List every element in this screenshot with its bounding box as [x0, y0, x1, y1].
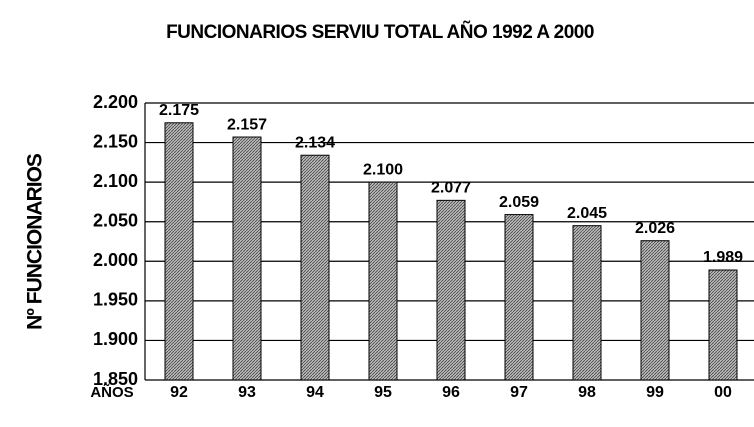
data-label: 2.045: [567, 205, 607, 222]
bar: [164, 122, 194, 381]
x-tick-label: 93: [238, 384, 256, 401]
x-tick-label: 96: [442, 384, 460, 401]
x-tick-label: 98: [578, 384, 596, 401]
bar: [504, 214, 534, 381]
x-tick-label: 97: [510, 384, 528, 401]
x-tick-label: 94: [306, 384, 324, 401]
data-label: 2.157: [227, 116, 267, 133]
y-tick-label: 2.050: [93, 210, 138, 230]
bar: [572, 225, 602, 381]
data-label: 2.134: [295, 134, 335, 151]
bar: [300, 154, 330, 381]
y-tick-label: 1.950: [93, 290, 138, 310]
y-tick-label: 2.000: [93, 250, 138, 270]
x-tick-label: 92: [170, 384, 188, 401]
data-label: 2.175: [159, 102, 199, 119]
y-tick-label: 2.100: [93, 171, 138, 191]
x-tick-label: 99: [646, 384, 664, 401]
data-label: 2.100: [363, 161, 403, 178]
y-tick-label: 1.900: [93, 329, 138, 349]
data-label: 2.077: [431, 180, 471, 197]
y-axis-label: Nº FUNCIONARIOS: [24, 153, 47, 330]
bar: [436, 199, 466, 381]
bar: [368, 181, 398, 381]
bar: [232, 136, 262, 381]
bar: [640, 240, 670, 381]
x-tick-label: 95: [374, 384, 392, 401]
y-tick-label: 2.200: [93, 92, 138, 112]
y-tick-label: 1.850: [93, 369, 138, 389]
data-label: 2.059: [499, 194, 539, 211]
y-tick-label: 2.150: [93, 131, 138, 151]
x-tick-label: 00: [714, 384, 732, 401]
data-label: 1.989: [703, 249, 743, 266]
data-label: 2.026: [635, 220, 675, 237]
bar: [708, 269, 738, 381]
x-axis-label: AÑOS: [90, 383, 133, 401]
chart-title: FUNCIONARIOS SERVIU TOTAL AÑO 1992 A 200…: [166, 21, 594, 43]
